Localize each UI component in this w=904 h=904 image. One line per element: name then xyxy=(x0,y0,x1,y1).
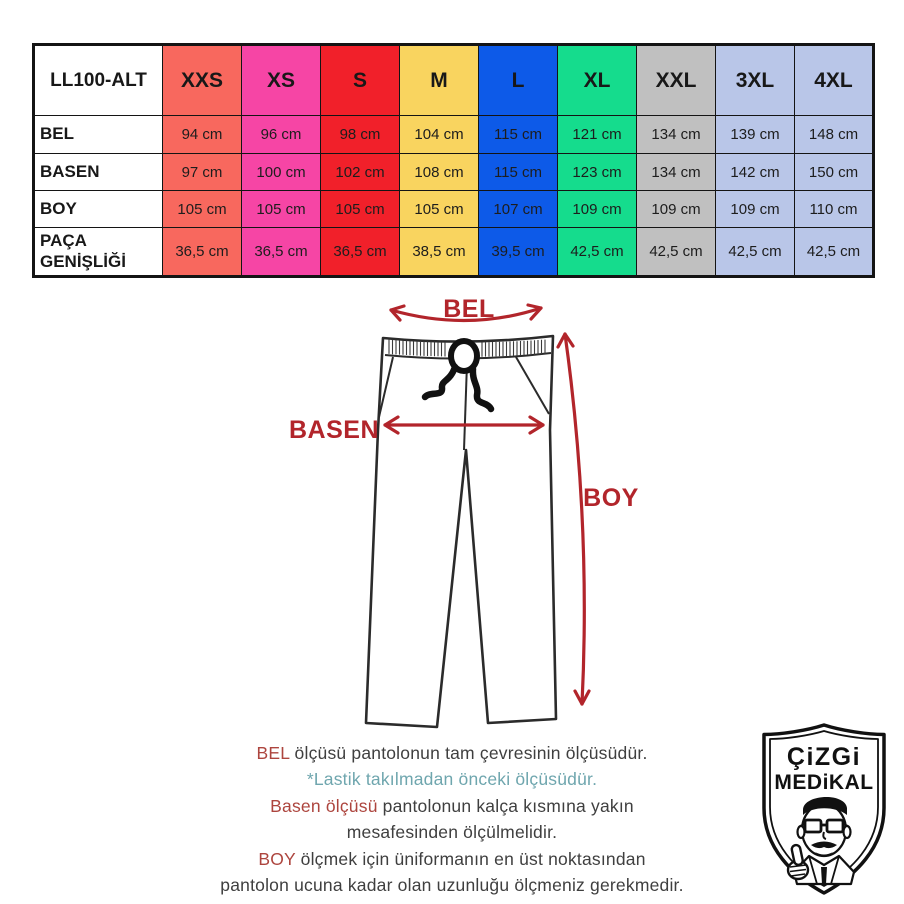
measurement-value: 42,5 cm xyxy=(557,227,637,277)
size-header-xxl: XXL xyxy=(636,44,716,116)
note-line-lastik: *Lastik takılmadan önceki ölçüsüdür. xyxy=(306,769,598,790)
measurement-notes: BEL ölçüsü pantolonun tam çevresinin ölç… xyxy=(17,740,887,898)
measurement-value: 42,5 cm xyxy=(715,227,795,277)
logo-shield-inner-line xyxy=(769,730,879,887)
note-line-basen-2: mesafesinden ölçülmelidir. xyxy=(346,822,558,843)
measurement-value: 39,5 cm xyxy=(478,227,558,277)
logo-text-line1: ÇiZGi xyxy=(787,743,861,771)
note-line-boy: BOY ölçmek için üniformanın en üst nokta… xyxy=(17,846,887,872)
note-line-bel: BEL ölçüsü pantolonun tam çevresinin ölç… xyxy=(17,740,887,766)
measurement-value: 109 cm xyxy=(557,190,637,228)
logo-text-line2: MEDiKAL xyxy=(774,771,873,794)
measurement-value: 115 cm xyxy=(478,153,558,191)
measurement-value: 109 cm xyxy=(715,190,795,228)
measurement-value: 94 cm xyxy=(162,115,242,154)
measurement-value: 115 cm xyxy=(478,115,558,154)
measurement-value: 150 cm xyxy=(794,153,874,191)
measurement-value: 42,5 cm xyxy=(794,227,874,277)
measurement-value: 108 cm xyxy=(399,153,479,191)
note-text: ölçüsü pantolonun tam çevresinin ölçüsüd… xyxy=(289,743,648,763)
measurement-value: 121 cm xyxy=(557,115,637,154)
measurement-value: 100 cm xyxy=(241,153,321,191)
waistband-elastic xyxy=(388,339,546,357)
logo-mascot-icon xyxy=(786,796,856,886)
size-header-xs: XS xyxy=(241,44,321,116)
table-row-bel: BEL 94 cm 96 cm 98 cm 104 cm 115 cm 121 … xyxy=(33,115,874,154)
size-table: LL100-ALT XXS XS S M L XL XXL 3XL 4XL BE… xyxy=(32,43,875,278)
measurement-value: 42,5 cm xyxy=(636,227,716,277)
measurement-value: 134 cm xyxy=(636,115,716,154)
measurement-value: 105 cm xyxy=(320,190,400,228)
measurement-value: 107 cm xyxy=(478,190,558,228)
table-header-row: LL100-ALT XXS XS S M L XL XXL 3XL 4XL xyxy=(33,44,874,116)
left-pocket-line xyxy=(378,356,394,418)
measurement-value: 36,5 cm xyxy=(241,227,321,277)
measurement-value: 105 cm xyxy=(162,190,242,228)
measurement-value: 97 cm xyxy=(162,153,242,191)
boy-arrow xyxy=(556,332,591,706)
size-header-l: L xyxy=(478,44,558,116)
drawstring-knot xyxy=(448,338,480,374)
table-row-paca-genisligi: PAÇA GENİŞLİĞİ 36,5 cm 36,5 cm 36,5 cm 3… xyxy=(33,227,874,277)
measurement-value: 139 cm xyxy=(715,115,795,154)
row-label: BOY xyxy=(33,190,163,228)
bel-arrow xyxy=(389,303,543,323)
size-header-s: S xyxy=(320,44,400,116)
row-label: BASEN xyxy=(33,153,163,191)
measurement-value: 142 cm xyxy=(715,153,795,191)
row-label: PAÇA GENİŞLİĞİ xyxy=(33,227,163,277)
measurement-value: 102 cm xyxy=(320,153,400,191)
basen-label: BASEN xyxy=(289,416,379,444)
measurement-value: 36,5 cm xyxy=(320,227,400,277)
note-line-boy-2: pantolon ucuna kadar olan uzunluğu ölçme… xyxy=(220,875,684,896)
measurement-value: 96 cm xyxy=(241,115,321,154)
bel-label: BEL xyxy=(443,295,495,323)
measurement-value: 105 cm xyxy=(399,190,479,228)
right-pocket-line xyxy=(515,356,550,415)
table-row-basen: BASEN 97 cm 100 cm 102 cm 108 cm 115 cm … xyxy=(33,153,874,191)
size-header-4xl: 4XL xyxy=(794,44,874,116)
table-row-boy: BOY 105 cm 105 cm 105 cm 105 cm 107 cm 1… xyxy=(33,190,874,228)
size-header-xxs: XXS xyxy=(162,44,242,116)
measurement-value: 105 cm xyxy=(241,190,321,228)
measurement-value: 36,5 cm xyxy=(162,227,242,277)
note-line-basen: Basen ölçüsü pantolonun kalça kısmına ya… xyxy=(17,793,887,819)
measurement-value: 110 cm xyxy=(794,190,874,228)
measurement-value: 98 cm xyxy=(320,115,400,154)
center-seam xyxy=(463,362,468,451)
basen-arrow xyxy=(383,415,545,435)
drawstring-left-cord xyxy=(421,363,459,401)
brand-logo: ÇiZGi MEDiKAL xyxy=(762,723,886,895)
waistband-bottom-seam xyxy=(384,352,552,360)
measurement-value: 148 cm xyxy=(794,115,874,154)
row-label: BEL xyxy=(33,115,163,154)
measurement-value: 38,5 cm xyxy=(399,227,479,277)
pants-drawing xyxy=(364,334,558,729)
measurement-value: 109 cm xyxy=(636,190,716,228)
pants-outline xyxy=(364,334,558,729)
note-text: ölçmek için üniformanın en üst noktasınd… xyxy=(295,848,646,869)
note-key: BOY xyxy=(258,848,296,869)
boy-label: BOY xyxy=(583,484,639,512)
measurement-value: 134 cm xyxy=(636,153,716,191)
note-text: pantolonun kalça kısmına yakın xyxy=(377,795,634,816)
measurement-value: 123 cm xyxy=(557,153,637,191)
size-header-m: M xyxy=(399,44,479,116)
drawstring-right-cord xyxy=(469,365,495,413)
note-key: BEL xyxy=(256,743,290,763)
size-header-3xl: 3XL xyxy=(715,44,795,116)
measurement-value: 104 cm xyxy=(399,115,479,154)
note-key: Basen ölçüsü xyxy=(270,795,378,816)
size-header-xl: XL xyxy=(557,44,637,116)
model-code-cell: LL100-ALT xyxy=(33,44,163,116)
